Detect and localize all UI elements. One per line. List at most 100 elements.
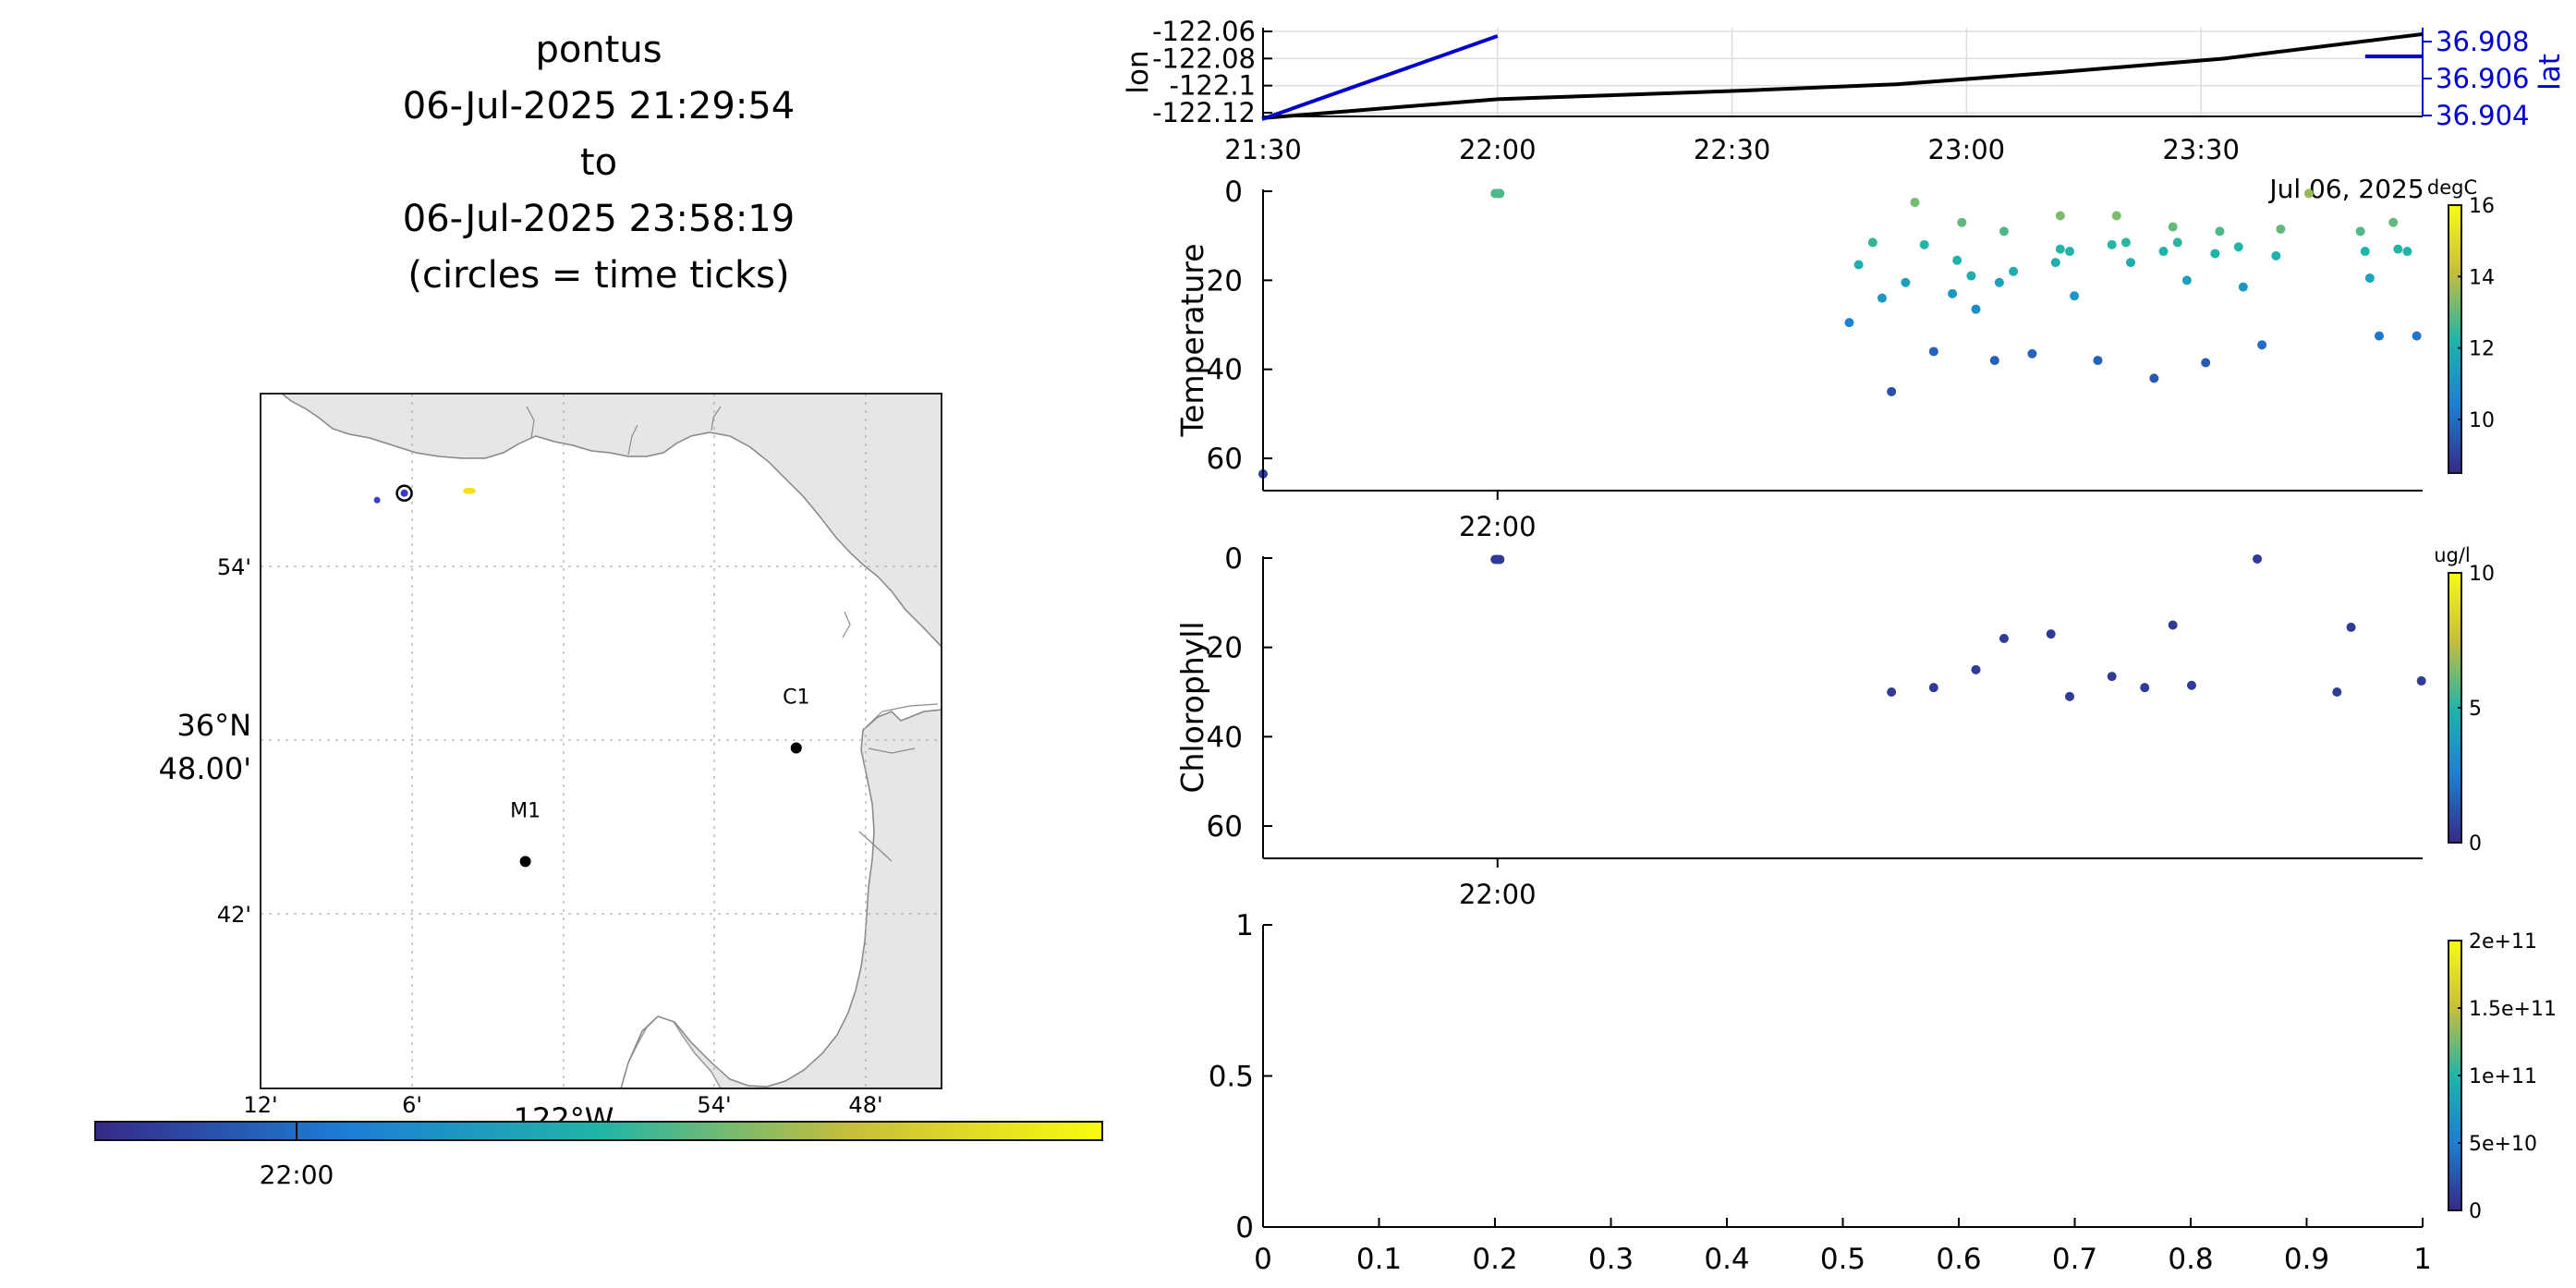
temperature-point (2009, 266, 2019, 276)
empty-xtick-label: 0.8 (2168, 1243, 2213, 1276)
empty-colorbar-tick-label: 1.5e+11 (2469, 998, 2557, 1021)
time-colorbar (94, 1121, 1103, 1141)
temperature-point (2210, 249, 2220, 259)
empty-ytick-label: 0 (1235, 1211, 1254, 1245)
temperature-ytick-label: 20 (1207, 264, 1243, 298)
temperature-point (1928, 346, 1938, 357)
chlorophyll-colorbar-tick-label: 10 (2469, 563, 2495, 586)
temperature-point (1948, 288, 1958, 298)
lon-label-12: 12' (243, 1092, 277, 1118)
temperature-point (2125, 258, 2135, 268)
title-line-3: to (580, 141, 617, 184)
temperature-point (1853, 260, 1864, 270)
chlorophyll-point (2186, 680, 2196, 690)
empty-colorbar-tick-label: 0 (2469, 1200, 2482, 1223)
temperature-xtick-label: 22:00 (1459, 511, 1537, 542)
temperature-colorbar-tick-label: 16 (2469, 195, 2495, 218)
temperature-point (1919, 239, 1929, 249)
temperature-point (1901, 277, 1911, 287)
temperature-point (1844, 318, 1854, 328)
chlorophyll-ytick-label: 0 (1224, 542, 1243, 576)
track-start-point (373, 496, 381, 504)
temperature-point (2360, 247, 2370, 257)
date-label: Jul 06, 2025 (2267, 174, 2424, 204)
chlorophyll-point (1971, 664, 1981, 674)
time-tick-circle (395, 484, 413, 503)
chlorophyll-point (2107, 672, 2117, 682)
temperature-colorbar-tick-label: 10 (2469, 409, 2495, 432)
lonlat-ytick-label: -122.12 (1152, 97, 1256, 128)
lat-label-54: 54' (217, 554, 251, 580)
lat-label-42: 42' (217, 902, 251, 928)
lon-axis-label: lon (1122, 50, 1155, 93)
map-frame (260, 393, 942, 1089)
temperature-colorbar-tick-label: 14 (2469, 266, 2495, 289)
lonlat-xtick-label: 21:30 (1224, 134, 1302, 165)
map-marks: C1 M1 (373, 484, 809, 868)
title-line-4: 06-Jul-2025 23:58:19 (403, 198, 795, 240)
chlorophyll-colorbar-tick-label: 0 (2469, 832, 2482, 856)
chlorophyll-chart: 0 20 40 60 22:00 Chlorophyll ug/l10 5 0 (1174, 542, 2495, 910)
temperature-point (2271, 250, 2281, 261)
station-marker-c1 (790, 742, 802, 754)
chlorophyll-xtick-label: 22:00 (1459, 879, 1537, 910)
empty-xtick-label: 1 (2413, 1243, 2432, 1276)
empty-xtick-label: 0.1 (1356, 1243, 1402, 1276)
empty-xtick-label: 0.5 (1820, 1243, 1865, 1276)
temperature-point (2093, 356, 2103, 366)
lonlat-ytick-label: -122.08 (1152, 43, 1256, 74)
lon-label-48: 48' (848, 1092, 882, 1118)
temperature-point (1910, 198, 1920, 208)
empty-xtick-label: 0.3 (1588, 1243, 1634, 1276)
empty-colorbar-tick-label: 1e+11 (2469, 1065, 2537, 1088)
chlorophyll-point (1928, 683, 1938, 693)
temperature-point (2070, 291, 2080, 301)
map-bay (261, 394, 942, 1088)
temperature-point (2393, 244, 2403, 254)
lonlat-ytick-label: -122.06 (1152, 16, 1256, 47)
lat-ytick-label: 36.908 (2436, 26, 2529, 57)
lon-label-6: 6' (402, 1092, 422, 1118)
temperature-point (2355, 226, 2365, 237)
empty-xtick-label: 0 (1254, 1243, 1272, 1276)
temperature-point (2402, 247, 2412, 257)
chlorophyll-ytick-label: 60 (1207, 810, 1243, 844)
temperature-point (1966, 271, 1976, 281)
temperature-ytick-label: 40 (1207, 354, 1243, 387)
temperature-point (2374, 331, 2384, 341)
track-point (400, 489, 408, 497)
temperature-point (2111, 211, 2121, 221)
temperature-point (2233, 242, 2243, 252)
lonlat-xtick-label: 23:00 (1928, 134, 2006, 165)
empty-colorbar-tick-label: 5e+10 (2469, 1133, 2537, 1156)
map-rivers (526, 406, 939, 862)
title-line-2: 06-Jul-2025 21:29:54 (403, 85, 795, 128)
station-label-m1: M1 (510, 799, 541, 822)
chart-panels: 21:30 22:00 22:30 23:00 23:30-122.06-122.08-… (1122, 16, 2567, 1276)
temperature-point (2303, 188, 2314, 199)
temperature-point (2158, 247, 2169, 257)
temperature-point (1887, 386, 1897, 396)
chlorophyll-point (2046, 629, 2056, 639)
temperature-point (2149, 373, 2159, 383)
empty-xtick-label: 0.4 (1704, 1243, 1749, 1276)
series-line-lat (1261, 34, 1499, 121)
time-colorbar-label: 22:00 (260, 1160, 334, 1190)
temperature-ytick-label: 60 (1207, 443, 1243, 476)
temperature-point (1971, 304, 1981, 314)
temperature-point (1994, 277, 2004, 287)
temperature-point (2055, 244, 2065, 254)
lat-label-36n: 36°N (176, 708, 251, 743)
temperature-ylabel: Temperature (1174, 243, 1210, 437)
lonlat-chart: 21:30 22:00 22:30 23:00 23:30-122.06-122.08-… (1122, 16, 2567, 204)
temperature-point (2027, 348, 2037, 358)
chlorophyll-point (2140, 683, 2150, 693)
lat-ytick-label: 36.906 (2436, 63, 2529, 94)
temperature-point (2055, 211, 2065, 221)
temperature-point (2364, 273, 2375, 283)
lonlat-xtick-label: 22:30 (1694, 134, 1771, 165)
temperature-point (2201, 358, 2211, 368)
figure-title: pontus 06-Jul-2025 21:29:54 to 06-Jul-20… (403, 29, 795, 297)
